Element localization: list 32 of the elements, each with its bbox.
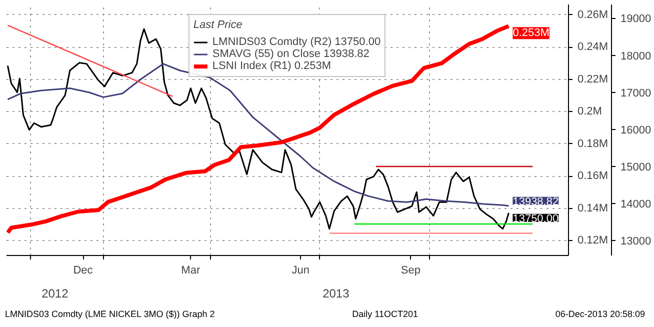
text: 06-Dec-2013 20:58:09 (555, 308, 645, 321)
y2-tick-label: 13000 (620, 236, 652, 248)
line-series (6, 63, 510, 207)
legend-label: SMAVG (55) on Close 13938.82 (212, 48, 370, 60)
y-tick-label: 0.22M (578, 73, 608, 86)
y-tick-label: 0.18M (578, 138, 608, 150)
x-tick-label: Sep (400, 264, 420, 276)
y-tick-label: 0.12M (578, 234, 608, 247)
text: 2013 (322, 286, 350, 300)
legend-label: LMNIDS03 Comdty (R2) 13750.00 (212, 36, 381, 48)
y2-tick-label: 14000 (620, 198, 652, 211)
text: 2012 (42, 286, 69, 300)
y2-tick-label: 15000 (620, 162, 652, 174)
y-tick-label: 0.26M (578, 8, 608, 21)
y2-tick-label: 18000 (620, 50, 652, 62)
x-tick-label: Dec (73, 264, 94, 276)
data-label: 13750.00 (512, 212, 559, 225)
y-tick-label: 0.16M (578, 170, 608, 182)
legend-label: LSNI Index (R1) 0.253M (212, 60, 332, 72)
y-tick-label: 0.24M (578, 41, 608, 54)
y-tick-label: 0.2M (578, 106, 602, 118)
data-label: 0.253M (512, 27, 550, 40)
y2-tick-label: 16000 (620, 124, 652, 136)
data-label: 13938.82 (512, 196, 559, 208)
y2-tick-label: 19000 (620, 13, 652, 26)
y-tick-label: 0.14M (578, 202, 608, 214)
text: LMNIDS03 Comdty (LME NICKEL 3MO ($)) Graph 2 (5, 308, 215, 321)
text: Daily 11OCT201 (352, 308, 418, 321)
x-tick-label: Mar (181, 264, 200, 276)
legend-title: Last Price (193, 19, 244, 31)
x-tick-label: Jun (292, 264, 310, 276)
y2-tick-label: 17000 (620, 87, 652, 100)
